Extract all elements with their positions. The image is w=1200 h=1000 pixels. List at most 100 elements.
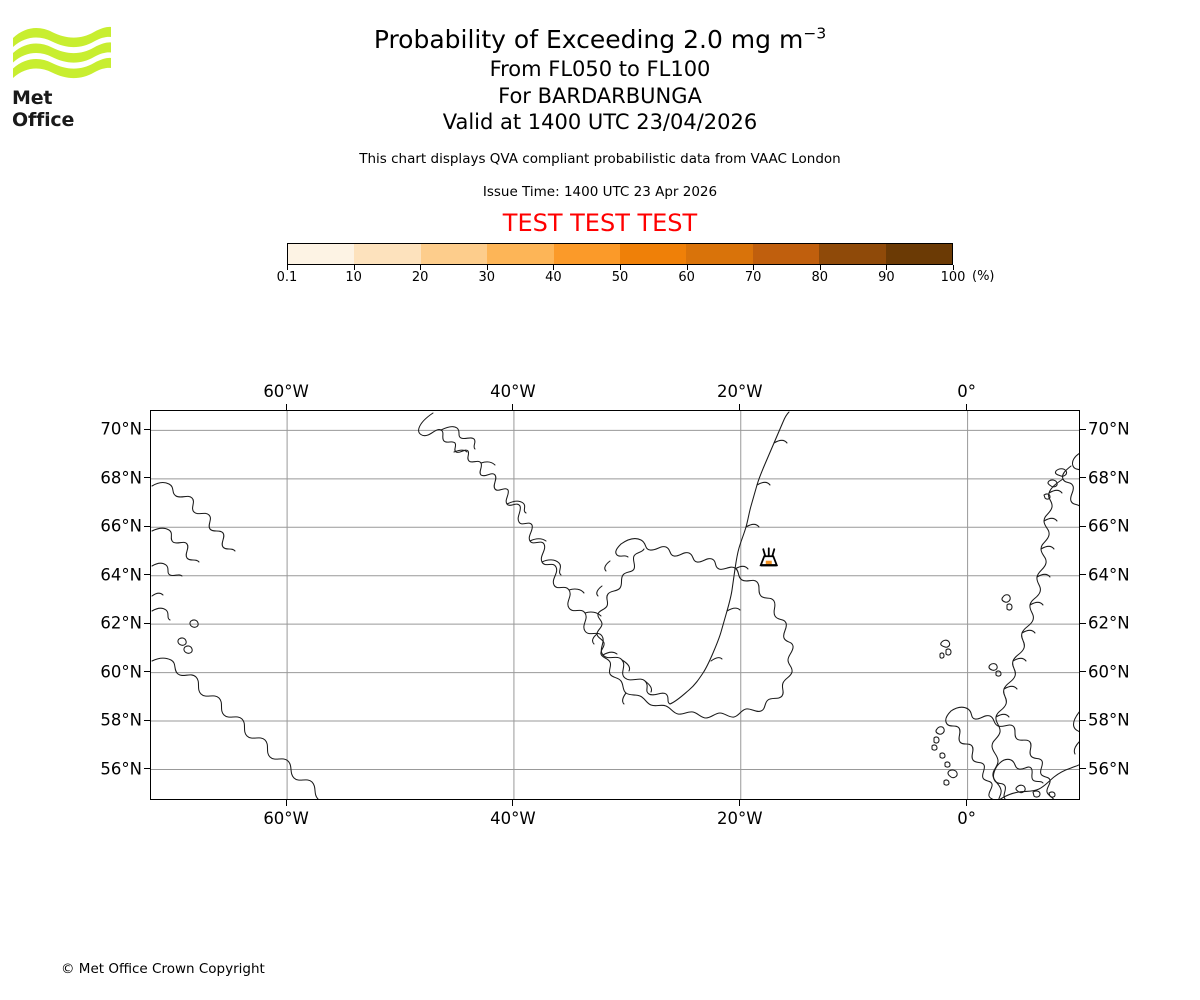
lat-axis-label-left: 68°N xyxy=(100,468,142,488)
lat-tick-mark xyxy=(144,574,150,576)
colorbar-tick-label: 0.1 xyxy=(276,270,298,285)
chart-title-block: Probability of Exceeding 2.0 mg m−3 From… xyxy=(0,24,1200,237)
lon-axis-label-top: 0° xyxy=(957,382,976,401)
lat-tick-mark xyxy=(1080,525,1086,527)
lon-axis-label-bottom: 40°W xyxy=(490,809,536,828)
colorbar-tick xyxy=(620,265,621,270)
lat-axis-label-left: 64°N xyxy=(100,565,142,585)
test-banner: TEST TEST TEST xyxy=(502,208,698,237)
lon-tick-mark xyxy=(739,404,741,410)
colorbar-tick xyxy=(953,265,954,270)
volcano-name-line: For BARDARBUNGA xyxy=(498,83,702,108)
lat-axis-label-right: 56°N xyxy=(1088,759,1130,778)
lon-tick-mark xyxy=(966,404,968,410)
lat-axis-label-right: 62°N xyxy=(1088,613,1130,633)
graticule-lines xyxy=(151,411,1079,799)
lat-axis-label-left: 58°N xyxy=(100,710,142,730)
colorbar-unit-label: (%) xyxy=(972,269,995,284)
lat-axis-label-left: 62°N xyxy=(100,613,142,633)
lon-tick-mark xyxy=(512,404,514,410)
colorbar-segment xyxy=(885,244,953,264)
colorbar-segment xyxy=(553,244,621,264)
colorbar-tick xyxy=(486,265,488,270)
lat-axis-label-right: 66°N xyxy=(1088,516,1130,536)
lat-tick-mark xyxy=(144,719,150,721)
lat-tick-mark xyxy=(1080,428,1086,430)
lon-tick-mark xyxy=(285,404,287,410)
qva-note: This chart displays QVA compliant probab… xyxy=(359,150,841,167)
copyright-notice: © Met Office Crown Copyright xyxy=(61,961,265,977)
map-plot-area xyxy=(150,410,1080,800)
colorbar-tick-label: 60 xyxy=(678,270,695,285)
lat-axis-label-right: 64°N xyxy=(1088,565,1130,585)
lon-axis-label-bottom: 60°W xyxy=(263,809,309,828)
colorbar-segment xyxy=(819,244,886,264)
colorbar-gradient xyxy=(287,243,953,265)
colorbar-tick-label: 10 xyxy=(345,270,362,285)
lat-tick-mark xyxy=(144,428,150,430)
lon-tick-mark xyxy=(512,800,514,806)
lat-tick-mark xyxy=(1080,477,1086,479)
colorbar-tick-label: 100 xyxy=(940,270,966,285)
colorbar-ticks: 0.1 10 20 30 40 50 60 70 80 90 100 xyxy=(277,265,965,289)
lat-axis-label-right: 60°N xyxy=(1088,662,1130,682)
page-title-text: Probability of Exceeding 2.0 mg m xyxy=(373,25,804,54)
colorbar-tick xyxy=(686,265,688,270)
colorbar-tick-label: 30 xyxy=(478,270,496,285)
lon-tick-mark xyxy=(739,800,741,806)
colorbar-tick xyxy=(819,265,821,270)
lat-axis-label-right: 58°N xyxy=(1088,710,1130,730)
lat-tick-mark xyxy=(144,622,150,624)
met-office-logo-text: Met Office xyxy=(12,87,75,131)
colorbar: 0.1 10 20 30 40 50 60 70 80 90 100 xyxy=(277,243,965,289)
lon-tick-mark xyxy=(966,800,968,806)
lon-axis-label-bottom: 20°W xyxy=(716,809,763,828)
coastlines xyxy=(151,411,1079,799)
met-office-logo: Met Office xyxy=(12,24,112,131)
colorbar-tick xyxy=(553,265,555,270)
lat-tick-mark xyxy=(1080,622,1086,624)
colorbar-segment xyxy=(686,244,753,264)
volcano-plume-line xyxy=(771,548,776,558)
lat-tick-mark xyxy=(1080,768,1086,769)
issue-time: Issue Time: 1400 UTC 23 Apr 2026 xyxy=(482,183,718,200)
lat-axis-label-right: 70°N xyxy=(1088,419,1130,439)
lat-tick-mark xyxy=(144,768,150,769)
map-frame xyxy=(150,410,1080,800)
lon-axis-label-top: 40°W xyxy=(490,382,536,401)
colorbar-tick xyxy=(886,265,888,270)
lat-tick-mark xyxy=(1080,574,1086,576)
volcano-markers xyxy=(759,547,779,567)
lat-axis-label-left: 66°N xyxy=(100,516,142,536)
colorbar-tick xyxy=(753,265,755,270)
colorbar-segment xyxy=(752,244,820,264)
colorbar-tick-label: 20 xyxy=(411,270,429,285)
map-canvas xyxy=(151,411,1079,799)
flight-level-line: From FL050 to FL100 xyxy=(489,57,711,81)
colorbar-segment xyxy=(487,244,554,264)
volcano-plume-line xyxy=(762,548,767,558)
colorbar-tick-label: 80 xyxy=(811,270,829,285)
colorbar-tick-label: 90 xyxy=(878,270,895,285)
lon-tick-mark xyxy=(285,800,287,806)
lat-tick-mark xyxy=(1080,719,1086,721)
volcano-lava xyxy=(765,560,772,566)
colorbar-tick-label: 50 xyxy=(611,270,629,285)
lon-axis-label-top: 20°W xyxy=(716,382,763,401)
colorbar-tick xyxy=(420,265,422,270)
met-office-logo-waves xyxy=(13,26,111,79)
colorbar-tick-label: 70 xyxy=(744,270,762,285)
lon-axis-label-bottom: 0° xyxy=(957,809,976,828)
colorbar-segment xyxy=(354,244,421,264)
colorbar-segment xyxy=(288,244,355,264)
valid-time-line: Valid at 1400 UTC 23/04/2026 xyxy=(442,110,758,134)
colorbar-segment xyxy=(620,244,687,264)
lat-tick-mark xyxy=(1080,671,1086,673)
lat-tick-mark xyxy=(144,671,150,673)
colorbar-segment xyxy=(420,244,488,264)
volcano-marker xyxy=(759,547,779,567)
lat-axis-label-left: 56°N xyxy=(100,759,142,778)
lat-tick-mark xyxy=(144,525,150,527)
colorbar-tick-label: 40 xyxy=(545,270,562,285)
lat-tick-mark xyxy=(144,477,150,479)
